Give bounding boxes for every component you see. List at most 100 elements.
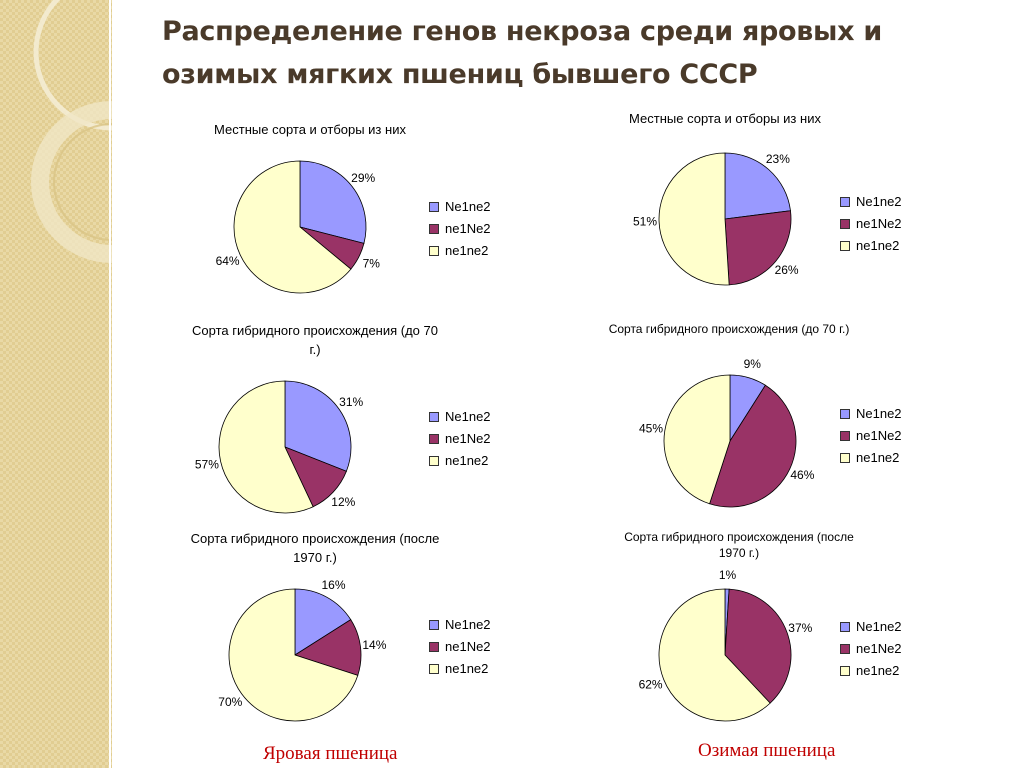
pie-slice-Ne1ne2 [299,160,367,244]
legend-item: Ne1ne2 [840,191,902,213]
pie: 9% 46% 45% [639,357,815,508]
data-label: 37% [788,621,812,635]
legend-label: ne1ne2 [856,663,900,678]
legend-label: ne1Ne2 [445,639,491,654]
legend: Ne1ne2 ne1Ne2 ne1ne2 [840,616,902,682]
pie-slice-ne1Ne2 [724,210,792,286]
legend-item: ne1Ne2 [429,428,491,450]
pie-chart-winter-local: Местные сорта и отборы из них 23% 26% 51% … [590,104,950,299]
pie-slice-ne1ne2 [233,160,352,294]
data-label: 57% [195,458,219,472]
legend-item: ne1ne2 [429,240,491,262]
legend-label: Ne1ne2 [856,406,902,421]
legend-item: ne1Ne2 [840,425,902,447]
pie-chart-spring-hybrid-before-70: Сорта гибридного происхождения (до 70 г.… [165,316,525,516]
pie-slice-Ne1ne2 [284,380,352,472]
chart-title: Сорта гибридного происхождения (до 70 г.… [608,322,850,336]
pie-slice-ne1Ne2 [724,588,792,704]
pie-slice-ne1Ne2 [709,384,797,508]
data-label: 23% [766,152,790,166]
legend-swatch [840,643,850,654]
legend-label: ne1ne2 [445,243,489,258]
legend-item: Ne1ne2 [429,614,491,636]
chart-title: Сорта гибридного происхождения (после 19… [624,530,854,560]
pie-chart-winter-hybrid-before-70: Сорта гибридного происхождения (до 70 г.… [590,316,950,516]
pie-slice-ne1ne2 [228,588,359,722]
legend-item: ne1Ne2 [840,213,902,235]
pie-slice-Ne1ne2 [724,152,791,220]
pie-slice-ne1ne2 [663,374,731,505]
pie: 23% 26% 51% [633,152,799,286]
data-label: 14% [362,638,386,652]
data-label: 1% [719,568,737,582]
legend-item: ne1ne2 [429,658,491,680]
legend-label: ne1ne2 [445,453,489,468]
legend-swatch [840,240,850,251]
pie-slice-ne1ne2 [658,152,730,286]
caption-winter-wheat: Озимая пшеница [698,740,836,761]
legend-label: ne1Ne2 [856,428,902,443]
data-label: 9% [744,357,762,371]
decorative-sidebar [0,0,112,768]
pie: 1% 37% 62% [639,568,813,722]
legend-swatch [429,455,439,466]
legend-label: Ne1ne2 [856,619,902,634]
legend-item: ne1ne2 [840,235,902,257]
pie-slice-ne1Ne2 [294,619,362,676]
legend-label: ne1ne2 [856,238,900,253]
data-label: 26% [775,263,799,277]
legend-label: Ne1ne2 [445,617,491,632]
legend-swatch [429,619,439,630]
legend-label: ne1Ne2 [445,221,491,236]
chart-title: Местные сорта и отборы из них [629,111,821,126]
legend-label: ne1Ne2 [856,216,902,231]
data-label: 70% [218,695,242,709]
legend-swatch [840,196,850,207]
legend: Ne1ne2 ne1Ne2 ne1ne2 [840,403,902,469]
pie-chart-winter-hybrid-after-1970: Сорта гибридного происхождения (после 19… [590,524,950,729]
data-label: 29% [351,171,375,185]
pie-chart-spring-local: Местные сорта и отборы из них 29% 7% 64% N… [165,112,525,307]
legend-label: ne1Ne2 [445,431,491,446]
legend-item: Ne1ne2 [840,616,902,638]
legend-item: Ne1ne2 [429,196,491,218]
caption-spring-wheat: Яровая пшеница [263,743,398,764]
legend-swatch [429,223,439,234]
legend-item: ne1Ne2 [840,638,902,660]
data-label: 51% [633,215,657,229]
legend-swatch [840,621,850,632]
legend-label: ne1Ne2 [856,641,902,656]
legend-item: ne1ne2 [840,447,902,469]
data-label: 12% [331,495,355,509]
data-label: 45% [639,422,663,436]
pie-slice-Ne1ne2 [294,588,352,656]
legend-swatch [429,433,439,444]
legend: Ne1ne2 ne1Ne2 ne1ne2 [429,614,491,680]
pie: 29% 7% 64% [216,160,381,294]
data-label: 16% [321,578,345,592]
legend-label: ne1ne2 [445,661,489,676]
legend-item: ne1ne2 [429,450,491,472]
chart-title: Сорта гибридного происхождения (после 19… [190,531,440,565]
pie: 16% 14% 70% [218,578,387,722]
legend-item: Ne1ne2 [840,403,902,425]
legend-label: Ne1ne2 [445,199,491,214]
legend-swatch [840,665,850,676]
pie-slice-ne1ne2 [218,380,314,514]
data-label: 7% [363,256,381,270]
legend-label: ne1ne2 [856,450,900,465]
legend-swatch [840,452,850,463]
legend-label: Ne1ne2 [856,194,902,209]
chart-title: Сорта гибридного происхождения (до 70 г.… [192,323,438,357]
data-label: 64% [216,254,240,268]
legend-item: Ne1ne2 [429,406,491,428]
legend: Ne1ne2 ne1Ne2 ne1ne2 [429,196,491,262]
legend-swatch [840,430,850,441]
legend-item: ne1Ne2 [429,218,491,240]
legend: Ne1ne2 ne1Ne2 ne1ne2 [840,191,902,257]
pie: 31% 12% 57% [195,380,364,514]
slide-title: Распределение генов некроза среди яровых… [162,16,882,90]
legend-swatch [840,408,850,419]
pie-chart-spring-hybrid-after-1970: Сорта гибридного происхождения (после 19… [165,524,525,729]
legend-item: ne1Ne2 [429,636,491,658]
